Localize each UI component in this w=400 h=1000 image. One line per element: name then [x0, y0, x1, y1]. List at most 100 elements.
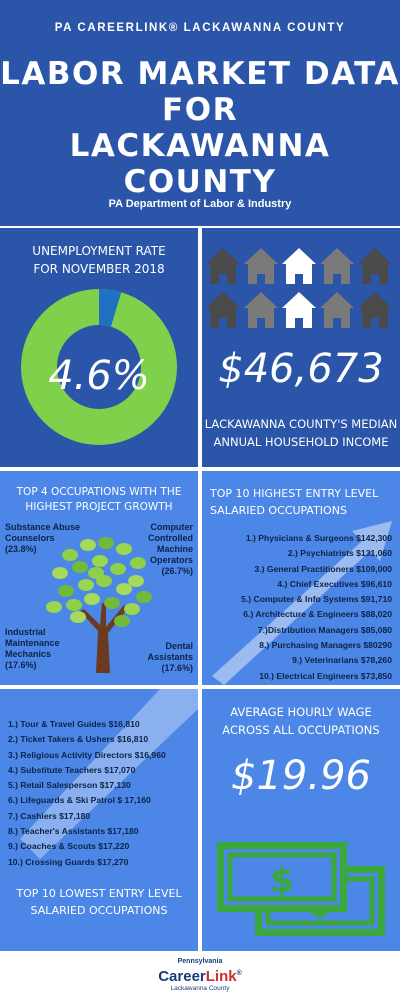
- list-item: 7.) Cashiers $17,180: [8, 810, 91, 821]
- list-item: 5.) Retail Salesperson $17,130: [8, 780, 131, 791]
- tree-leaf: [130, 557, 146, 569]
- income-panel: $46,673 LACKAWANNA COUNTY'S MEDIAN ANNUA…: [202, 228, 400, 467]
- logo-career: Career: [158, 968, 206, 985]
- occupation-line: Assistants: [147, 652, 193, 662]
- page-title: LABOR MARKET DATA FOR LACKAWANNA COUNTY: [0, 56, 400, 200]
- front-bill: $: [217, 842, 347, 912]
- list-item: 1.) Physicians & Surgeons $142,300: [245, 533, 392, 543]
- title-line-3: LACKAWANNA COUNTY: [69, 128, 331, 200]
- list-item: 4.) Substitute Teachers $17,070: [8, 764, 136, 775]
- median-income-label-line-1: LACKAWANNA COUNTY'S MEDIAN: [204, 417, 398, 431]
- list-item: 10.) Electrical Engineers $73,850: [259, 670, 392, 681]
- tree-leaf: [98, 537, 114, 549]
- growth-occupation-maintenance-mechanics: Industrial Maintenance Mechanics (17.6%): [5, 627, 60, 671]
- list-item: 9.) Coaches & Scouts $17,220: [8, 841, 130, 852]
- lowest-salaries-panel: 1.) Tour & Travel Guides $16,810 2.) Tic…: [0, 689, 198, 951]
- tree-leaf: [46, 601, 62, 613]
- list-item: 4.) Chief Executives $96,610: [277, 578, 392, 589]
- highest-salaries-panel: TOP 10 HIGHEST ENTRY LEVEL SALARIED OCCU…: [202, 471, 400, 685]
- houses-icon: [206, 248, 392, 328]
- tree-leaf: [116, 543, 132, 555]
- list-item: 3.) General Practitioners $109,000: [254, 563, 392, 574]
- donut-unemployed-slice: [21, 289, 177, 445]
- unemployment-donut-chart: [21, 289, 177, 445]
- house-shape: [282, 292, 316, 328]
- list-item: 1.) Tour & Travel Guides $16,810: [8, 719, 140, 729]
- tree-leaf: [78, 579, 94, 591]
- list-item: 7.)Distribution Managers $85,080: [257, 624, 392, 635]
- occupation-line: Dental: [165, 641, 193, 651]
- org-name: PA CAREERLINK® LACKAWANNA COUNTY: [54, 22, 346, 34]
- lowest-salaries-title-line-1: TOP 10 LOWEST ENTRY LEVEL: [16, 887, 182, 900]
- hourly-wage-panel: AVERAGE HOURLY WAGE ACROSS ALL OCCUPATIO…: [202, 689, 400, 951]
- growth-title: TOP 4 OCCUPATIONS WITH THE HIGHEST PROJE…: [0, 485, 198, 515]
- house-shape: [282, 248, 316, 284]
- tree-trunk: [80, 603, 128, 673]
- unemployment-panel: UNEMPLOYMENT RATE FOR NOVEMBER 2018 4.6%: [0, 228, 198, 467]
- occupation-line: Controlled: [148, 533, 193, 543]
- growth-occupation-machine-operators: Computer Controlled Machine Operators (2…: [148, 522, 193, 577]
- lowest-salaries-list: 1.) Tour & Travel Guides $16,810 2.) Tic…: [8, 717, 166, 870]
- decline-arrow-icon: [20, 689, 198, 859]
- list-item: 6.) Lifeguards & Ski Patrol $ 17,160: [8, 795, 151, 806]
- list-item: 2.) Psychiatrists $131,060: [287, 548, 392, 559]
- tree-leaf: [110, 563, 126, 575]
- hourly-wage-title-line-2: ACROSS ALL OCCUPATIONS: [222, 723, 380, 737]
- tree-leaf: [80, 539, 96, 551]
- house-shape: [320, 248, 354, 284]
- house-shape: [206, 292, 240, 328]
- tree-leaf: [66, 599, 82, 611]
- unemployment-label-line-1: UNEMPLOYMENT RATE: [32, 244, 166, 258]
- occupation-line: (17.6%): [5, 660, 37, 670]
- house-shape: [320, 292, 354, 328]
- occupation-line: Machine: [156, 544, 193, 554]
- median-income-value: $46,673: [218, 346, 384, 392]
- list-item: 8.) Teacher's Assistants $17,180: [8, 826, 139, 837]
- growth-panel: TOP 4 OCCUPATIONS WITH THE HIGHEST PROJE…: [0, 471, 198, 685]
- front-bill-symbol: $: [270, 861, 294, 901]
- occupation-line: (23.8%): [5, 544, 37, 554]
- highest-salaries-title-line-1: TOP 10 HIGHEST ENTRY LEVEL: [210, 487, 379, 500]
- tree-leaf: [72, 561, 88, 573]
- growth-arrow-icon: [212, 521, 392, 685]
- growth-title-line-2: HIGHEST PROJECT GROWTH: [25, 501, 173, 513]
- tree-leaf: [92, 555, 108, 567]
- highest-salaries-title-line-2: SALARIED OCCUPATIONS: [210, 504, 347, 517]
- house-shape: [206, 248, 240, 284]
- hourly-wage-value: $19.96: [231, 753, 371, 799]
- occupation-line: Maintenance: [5, 638, 60, 648]
- tree-leaf: [70, 611, 86, 623]
- tree-icon: [46, 537, 152, 673]
- title-line-2: FOR: [162, 92, 238, 128]
- logo-wordmark: CareerLink®: [150, 966, 250, 985]
- list-item: 9.) Veterinarians $78,260: [292, 655, 392, 666]
- growth-title-line-1: TOP 4 OCCUPATIONS WITH THE: [16, 486, 182, 498]
- occupation-line: Industrial: [5, 627, 46, 637]
- tree-leaf: [58, 585, 74, 597]
- tree-leaf: [62, 549, 78, 561]
- list-item: 6.) Architecture & Engineers $88,020: [243, 609, 392, 620]
- occupation-line: (26.7%): [161, 566, 193, 576]
- occupation-line: Computer: [150, 522, 194, 532]
- occupation-line: Substance Abuse: [5, 522, 81, 532]
- tree-leaf: [128, 575, 144, 587]
- tree-leaf: [116, 583, 132, 595]
- list-item: 8.) Purchasing Managers $80290: [259, 640, 392, 651]
- median-income-label-line-2: ANNUAL HOUSEHOLD INCOME: [213, 435, 389, 449]
- pa-careerlink-logo: Pennsylvania CareerLink® Lackawanna Coun…: [150, 958, 250, 998]
- median-income-label: LACKAWANNA COUNTY'S MEDIAN ANNUAL HOUSEH…: [202, 415, 400, 451]
- tree-leaf: [84, 593, 100, 605]
- list-item: 10.) Crossing Guards $17,270: [8, 856, 129, 867]
- tree-leaf: [104, 597, 120, 609]
- tree-leaf: [114, 615, 130, 627]
- occupation-line: Operators: [149, 555, 193, 565]
- list-item: 5.) Computer & Info Systems $91,710: [241, 594, 392, 605]
- highest-salaries-list: 1.) Physicians & Surgeons $142,300 2.) P…: [241, 531, 392, 684]
- logo-link: Link: [205, 968, 237, 985]
- page-subtitle: PA Department of Labor & Industry: [108, 198, 292, 210]
- unemployment-label-line-2: FOR NOVEMBER 2018: [33, 262, 165, 276]
- occupation-line: (17.6%): [161, 663, 193, 673]
- header: PA CAREERLINK® LACKAWANNA COUNTY LABOR M…: [0, 0, 400, 226]
- list-item: 3.) Religious Activity Directors $16,960: [8, 749, 166, 760]
- tree-leaf: [136, 591, 152, 603]
